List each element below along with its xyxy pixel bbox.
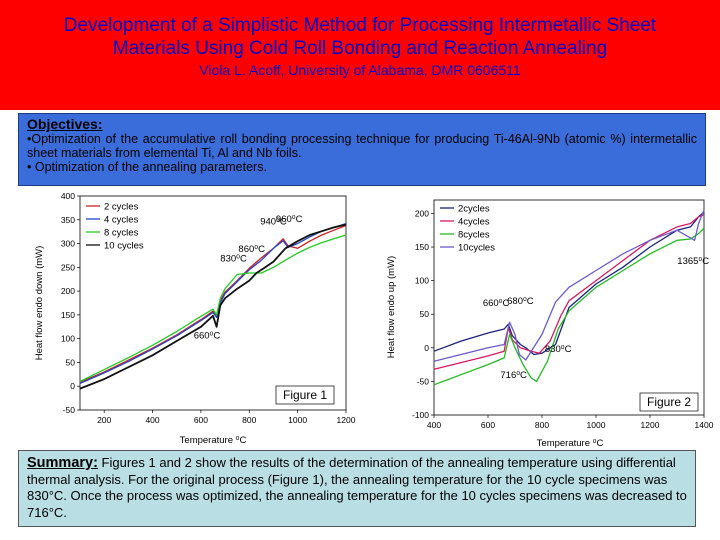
annotation-label: 960⁰C bbox=[276, 214, 303, 225]
x-tick-label: 800 bbox=[242, 415, 256, 425]
legend-label: 8 cycles bbox=[104, 228, 139, 239]
legend-label: 2cycles bbox=[458, 204, 490, 215]
x-tick-label: 400 bbox=[145, 415, 159, 425]
y-tick-label: 250 bbox=[61, 262, 75, 272]
y-tick-label: 400 bbox=[61, 191, 75, 201]
objectives-box: Objectives: •Optimization of the accumul… bbox=[18, 113, 706, 186]
y-tick-label: 50 bbox=[420, 309, 430, 319]
series-line-2-cycles bbox=[79, 224, 347, 383]
series-line-8-cycles bbox=[79, 234, 347, 383]
y-tick-label: -50 bbox=[417, 376, 430, 386]
annotation-label: 830⁰C bbox=[545, 344, 572, 355]
x-tick-label: 800 bbox=[535, 420, 549, 430]
legend-label: 8cycles bbox=[458, 230, 490, 241]
y-tick-label: 150 bbox=[61, 310, 75, 320]
figure-label: Figure 2 bbox=[647, 395, 691, 409]
x-tick-label: 600 bbox=[194, 415, 208, 425]
annotation-label: 1365⁰C bbox=[677, 256, 709, 267]
annotation-label: 680⁰C bbox=[507, 296, 534, 307]
y-tick-label: -100 bbox=[412, 410, 429, 420]
legend-label: 4 cycles bbox=[104, 215, 139, 226]
x-axis-label: Temperature ⁰C bbox=[537, 438, 604, 449]
annotation-label: 860⁰C bbox=[238, 244, 265, 255]
figure-label-box bbox=[275, 385, 335, 405]
objectives-heading: Objectives: bbox=[27, 116, 103, 132]
y-tick-label: 200 bbox=[61, 286, 75, 296]
y-axis-label: Heat flow endo up (mW) bbox=[386, 256, 397, 358]
y-tick-label: -50 bbox=[63, 405, 76, 415]
figure-label: Figure 1 bbox=[283, 388, 327, 402]
series-line-4-cycles bbox=[79, 222, 347, 384]
summary-heading: Summary: bbox=[27, 455, 98, 471]
y-tick-label: 100 bbox=[61, 334, 75, 344]
x-tick-label: 600 bbox=[481, 420, 495, 430]
annotation-label: 716⁰C bbox=[500, 370, 527, 381]
x-tick-label: 1200 bbox=[641, 420, 660, 430]
title-line-1: Development of a Simplistic Method for P… bbox=[63, 15, 657, 36]
annotation-label: 830⁰C bbox=[220, 254, 247, 265]
y-tick-label: 150 bbox=[415, 242, 429, 252]
author-line: Viola L. Acoff, University of Alabama, D… bbox=[199, 62, 521, 78]
legend-label: 10cycles bbox=[458, 243, 495, 254]
x-tick-label: 1000 bbox=[288, 415, 307, 425]
y-tick-label: 300 bbox=[61, 239, 75, 249]
y-tick-label: 200 bbox=[415, 208, 429, 218]
y-tick-label: 100 bbox=[415, 276, 429, 286]
y-axis-label: Heat flow endo down (mW) bbox=[34, 246, 45, 361]
figure-label-box bbox=[639, 392, 699, 412]
annotation-label: 940⁰C bbox=[260, 217, 287, 228]
header-banner: Development of a Simplistic Method for P… bbox=[0, 0, 720, 110]
x-tick-label: 400 bbox=[427, 420, 441, 430]
x-tick-label: 1400 bbox=[695, 420, 714, 430]
y-tick-label: 50 bbox=[66, 357, 76, 367]
series-line-10cycles bbox=[433, 209, 705, 362]
legend-label: 10 cycles bbox=[104, 241, 144, 252]
series-line-8cycles bbox=[433, 227, 705, 386]
plot-frame bbox=[79, 195, 347, 411]
legend-label: 4cycles bbox=[458, 217, 490, 228]
poster-title: Development of a Simplistic Method for P… bbox=[0, 14, 720, 60]
legend-label: 2 cycles bbox=[104, 202, 139, 213]
figure-2-chart: -100 -50 0 50 100 150 200 400 600 800 1000 1200 1400… bbox=[386, 199, 714, 449]
annotation-label: 660⁰C bbox=[483, 298, 510, 309]
x-axis-label: Temperature ⁰C bbox=[180, 435, 247, 446]
title-line-2: Materials Using Cold Roll Bonding and Re… bbox=[112, 38, 608, 59]
series-line-4cycles bbox=[433, 214, 705, 370]
y-tick-label: 0 bbox=[70, 381, 75, 391]
y-tick-label: 0 bbox=[424, 343, 429, 353]
summary-box: Summary: Figures 1 and 2 show the result… bbox=[18, 450, 696, 527]
figure-1-chart: -50 0 50 100 150 200 250 300 350 400 200 400 600 800 1… bbox=[34, 191, 356, 446]
annotation-label: 660⁰C bbox=[194, 331, 221, 342]
x-tick-label: 200 bbox=[97, 415, 111, 425]
y-tick-label: 350 bbox=[61, 215, 75, 225]
objective-item-2: • Optimization of the annealing paramete… bbox=[27, 160, 267, 174]
x-tick-label: 1000 bbox=[587, 420, 606, 430]
summary-text: Figures 1 and 2 show the results of the … bbox=[27, 455, 687, 520]
series-line-10-cycles bbox=[79, 223, 347, 390]
x-tick-label: 1200 bbox=[337, 415, 356, 425]
objective-item-1: •Optimization of the accumulative roll b… bbox=[27, 132, 697, 160]
